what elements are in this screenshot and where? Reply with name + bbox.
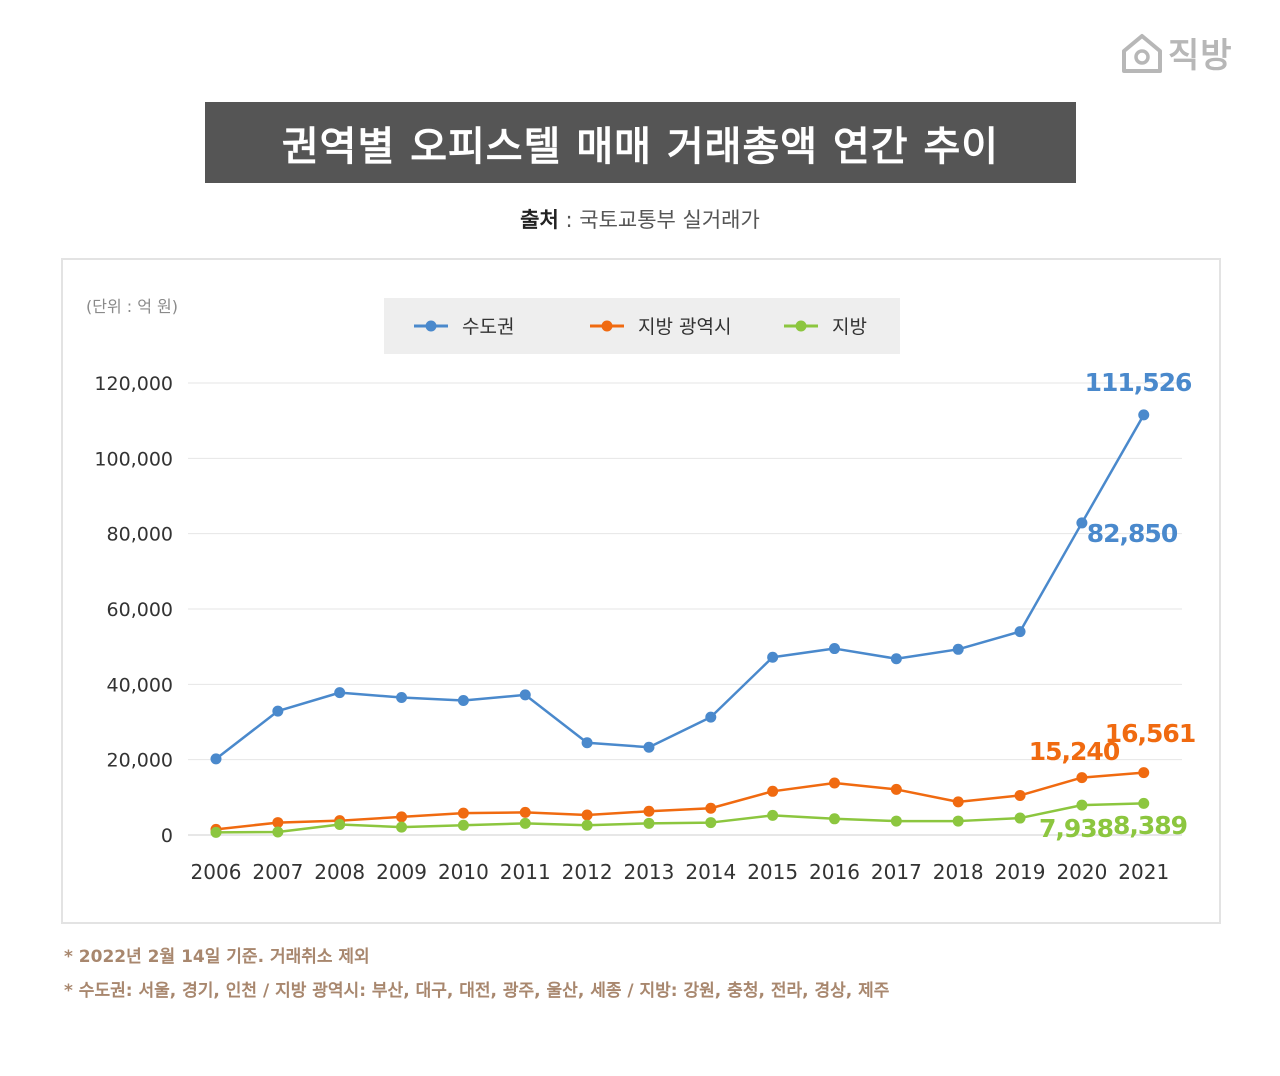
x-tick-label: 2011 (500, 860, 551, 884)
data-point (210, 826, 222, 838)
footnote-regions: * 수도권: 서울, 경기, 인천 / 지방 광역시: 부산, 대구, 대전, … (64, 981, 890, 1001)
logo: 직방 (1120, 28, 1233, 77)
data-point (1014, 626, 1026, 638)
data-point (767, 785, 779, 797)
data-point (1076, 772, 1088, 784)
logo-text: 직방 (1168, 36, 1233, 76)
data-label: 82,850 (1087, 519, 1178, 548)
data-label: 8,389 (1113, 811, 1187, 840)
data-point (457, 807, 469, 819)
data-point (519, 817, 531, 829)
x-tick-label: 2008 (314, 860, 365, 884)
data-point (272, 826, 284, 838)
y-tick-label: 100,000 (94, 448, 173, 470)
source-label: 출처 (520, 208, 559, 232)
y-tick-label: 120,000 (94, 373, 173, 395)
x-tick-label: 2013 (623, 860, 674, 884)
x-tick-label: 2018 (933, 860, 984, 884)
data-point (334, 687, 346, 699)
data-point (952, 796, 964, 808)
data-point (581, 819, 593, 831)
data-label: 111,526 (1085, 368, 1192, 397)
y-tick-label: 80,000 (107, 524, 173, 546)
x-tick-label: 2012 (562, 860, 613, 884)
data-point (643, 817, 655, 829)
x-tick-label: 2007 (252, 860, 303, 884)
data-point (396, 692, 408, 704)
data-point (1076, 799, 1088, 811)
data-point (890, 815, 902, 827)
footnote-date: * 2022년 2월 14일 기준. 거래취소 제외 (64, 947, 370, 967)
data-point (396, 811, 408, 823)
x-tick-label: 2006 (191, 860, 242, 884)
legend-swatch-marker (795, 320, 807, 332)
data-point (519, 806, 531, 818)
data-point (952, 815, 964, 827)
y-tick-label: 20,000 (107, 750, 173, 772)
source-text: 국토교통부 실거래가 (579, 208, 760, 232)
data-point (767, 809, 779, 821)
data-point (457, 695, 469, 707)
data-point (1138, 409, 1150, 421)
data-point (952, 643, 964, 655)
data-label: 16,561 (1105, 719, 1195, 748)
data-point (1138, 767, 1150, 779)
source-line: 출처 : 국토교통부 실거래가 (0, 204, 1280, 234)
data-point (210, 753, 222, 765)
legend-label: 수도권 (462, 316, 514, 338)
legend-label: 지방 광역시 (638, 316, 731, 338)
x-tick-label: 2017 (871, 860, 922, 884)
data-point (829, 813, 840, 825)
line-chart: (단위 : 억 원) 0 20,000 40,000 60,000 80,000 100,0… (86, 297, 1196, 884)
legend-swatch-marker (425, 320, 437, 332)
data-point (1014, 789, 1026, 801)
data-point (581, 809, 593, 821)
house-icon (1122, 33, 1162, 73)
x-tick-label: 2019 (995, 860, 1046, 884)
data-point (1076, 517, 1088, 529)
data-point (1014, 812, 1026, 824)
data-point (457, 819, 469, 831)
series-line (215, 771, 1144, 831)
x-tick-label: 2016 (809, 860, 860, 884)
data-point (1138, 797, 1150, 809)
unit-label: (단위 : 억 원) (86, 297, 178, 316)
data-point (829, 777, 840, 789)
data-point (890, 783, 902, 795)
chart-frame: (단위 : 억 원) 0 20,000 40,000 60,000 80,000 100,0… (61, 258, 1221, 924)
data-point (519, 689, 531, 701)
x-tick-label: 2020 (1056, 860, 1107, 884)
data-point (272, 705, 284, 717)
legend-swatch-marker (601, 320, 613, 332)
series-line (215, 414, 1145, 760)
legend-label: 지방 (832, 316, 867, 338)
data-label: 15,240 (1029, 737, 1120, 766)
footnotes: * 2022년 2월 14일 기준. 거래취소 제외 * 수도권: 서울, 경기… (64, 940, 889, 1008)
x-tick-label: 2021 (1118, 860, 1169, 884)
data-point (643, 741, 655, 753)
x-tick-label: 2015 (747, 860, 798, 884)
data-point (396, 821, 408, 833)
series-line (215, 802, 1144, 834)
data-point (581, 737, 593, 749)
data-point (829, 643, 840, 655)
data-point (705, 817, 717, 829)
data-point (272, 817, 284, 829)
data-point (705, 711, 717, 723)
x-tick-label: 2014 (685, 860, 736, 884)
data-point (890, 653, 902, 665)
data-point (705, 802, 717, 814)
data-point (334, 818, 346, 830)
source-separator: : (558, 208, 580, 232)
data-point (767, 651, 779, 663)
y-tick-label: 40,000 (107, 674, 173, 696)
x-tick-label: 2009 (376, 860, 427, 884)
page-title: 권역별 오피스텔 매매 거래총액 연간 추이 (205, 102, 1076, 183)
x-tick-label: 2010 (438, 860, 489, 884)
data-point (643, 805, 655, 817)
data-label: 7,938 (1039, 814, 1113, 843)
y-tick-label: 60,000 (107, 599, 173, 621)
y-tick-label: 0 (161, 825, 173, 847)
